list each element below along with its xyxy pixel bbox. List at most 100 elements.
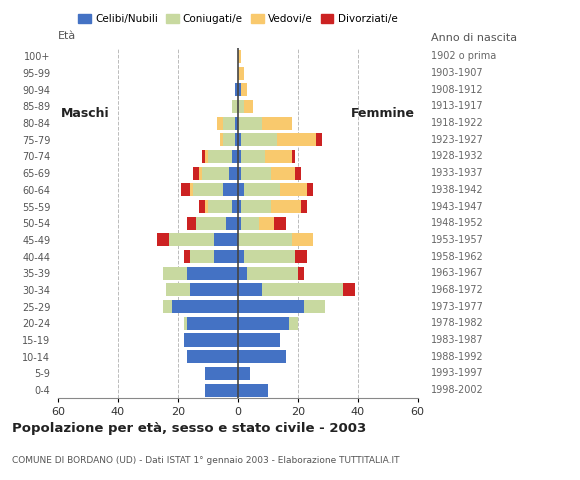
Bar <box>271 167 295 180</box>
Bar <box>187 317 238 330</box>
Bar <box>199 200 205 213</box>
Text: 1913-1917: 1913-1917 <box>431 101 484 111</box>
Bar <box>223 117 235 130</box>
Bar <box>169 233 214 246</box>
Bar <box>238 283 262 297</box>
Bar <box>262 117 292 130</box>
Bar <box>247 267 298 280</box>
Bar <box>238 200 241 213</box>
Bar <box>184 250 190 263</box>
Bar <box>193 183 223 196</box>
Bar <box>244 100 253 113</box>
Bar <box>238 250 244 263</box>
Bar <box>307 183 313 196</box>
Bar <box>205 367 238 380</box>
Bar <box>238 334 280 347</box>
Bar <box>238 50 241 63</box>
Text: Maschi: Maschi <box>61 107 110 120</box>
Bar <box>205 150 208 163</box>
Bar <box>214 233 238 246</box>
Bar <box>232 100 238 113</box>
Bar <box>181 183 190 196</box>
Bar <box>238 384 268 396</box>
Bar <box>184 334 238 347</box>
Text: 1958-1962: 1958-1962 <box>431 252 484 262</box>
Bar <box>202 167 229 180</box>
Bar <box>238 83 241 96</box>
Bar <box>235 117 238 130</box>
Bar <box>298 267 304 280</box>
Bar <box>238 267 247 280</box>
Text: 1968-1972: 1968-1972 <box>431 285 484 295</box>
Bar <box>208 200 232 213</box>
Text: 1938-1942: 1938-1942 <box>431 185 484 195</box>
Bar <box>292 150 295 163</box>
Bar <box>316 133 322 146</box>
Bar <box>295 167 300 180</box>
Bar <box>187 350 238 363</box>
Bar <box>244 183 280 196</box>
Bar <box>271 200 300 213</box>
Bar <box>220 133 223 146</box>
Bar <box>187 267 238 280</box>
Text: 1908-1912: 1908-1912 <box>431 84 484 95</box>
Bar <box>238 317 289 330</box>
Bar <box>295 250 307 263</box>
Bar <box>264 150 292 163</box>
Bar <box>217 117 223 130</box>
Bar <box>238 216 241 230</box>
Bar <box>238 117 262 130</box>
Bar <box>238 367 250 380</box>
Bar <box>238 150 241 163</box>
Bar <box>199 167 202 180</box>
Bar <box>232 200 238 213</box>
Text: 1988-1992: 1988-1992 <box>431 352 484 362</box>
Bar <box>238 133 241 146</box>
Bar <box>292 233 313 246</box>
Bar <box>277 133 316 146</box>
Text: Anno di nascita: Anno di nascita <box>431 33 517 43</box>
Bar <box>208 150 232 163</box>
Bar <box>214 250 238 263</box>
Bar <box>238 167 241 180</box>
Bar <box>241 167 271 180</box>
Bar <box>163 300 172 313</box>
Bar <box>238 300 304 313</box>
Bar <box>238 67 244 80</box>
Text: 1923-1927: 1923-1927 <box>431 135 484 145</box>
Bar <box>223 183 238 196</box>
Bar <box>241 83 247 96</box>
Text: Età: Età <box>58 31 76 41</box>
Bar <box>193 167 199 180</box>
Bar <box>244 250 295 263</box>
Text: 1918-1922: 1918-1922 <box>431 118 484 128</box>
Bar <box>241 216 259 230</box>
Bar <box>280 183 307 196</box>
Bar <box>241 150 264 163</box>
Text: 1983-1987: 1983-1987 <box>431 335 484 345</box>
Text: 1973-1977: 1973-1977 <box>431 301 484 312</box>
Text: Popolazione per età, sesso e stato civile - 2003: Popolazione per età, sesso e stato civil… <box>12 422 366 435</box>
Bar <box>196 216 226 230</box>
Text: 1953-1957: 1953-1957 <box>431 235 484 245</box>
Text: 1963-1967: 1963-1967 <box>431 268 484 278</box>
Bar <box>241 133 277 146</box>
Bar <box>226 216 238 230</box>
Bar <box>223 133 235 146</box>
Text: 1978-1982: 1978-1982 <box>431 318 484 328</box>
Bar <box>343 283 354 297</box>
Text: COMUNE DI BORDANO (UD) - Dati ISTAT 1° gennaio 2003 - Elaborazione TUTTITALIA.IT: COMUNE DI BORDANO (UD) - Dati ISTAT 1° g… <box>12 456 399 465</box>
Bar <box>289 317 298 330</box>
Bar <box>229 167 238 180</box>
Bar <box>163 267 187 280</box>
Bar <box>232 150 238 163</box>
Bar <box>190 183 193 196</box>
Text: 1903-1907: 1903-1907 <box>431 68 484 78</box>
Text: 1943-1947: 1943-1947 <box>431 202 484 212</box>
Bar <box>205 384 238 396</box>
Text: 1998-2002: 1998-2002 <box>431 385 484 395</box>
Text: 1928-1932: 1928-1932 <box>431 152 484 161</box>
Bar <box>235 83 238 96</box>
Bar <box>262 283 343 297</box>
Bar <box>157 233 169 246</box>
